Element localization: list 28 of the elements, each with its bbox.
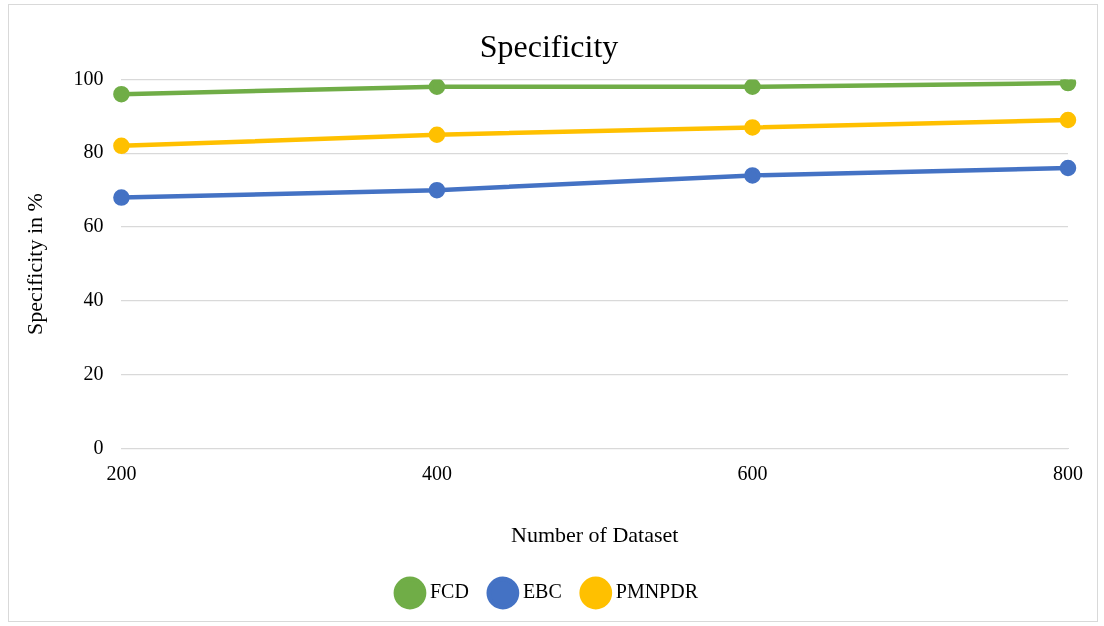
x-tick-label: 400 [421,461,452,484]
point [428,181,446,199]
point [1059,159,1077,177]
point [113,189,130,206]
x-tick-label: 600 [737,461,768,484]
x-tick-label: 800 [1053,461,1083,484]
point [428,79,446,96]
point [744,119,761,136]
y-tick-label: 40 [83,288,104,311]
y-tick-label: 80 [83,140,104,163]
point [1059,79,1077,92]
point [428,126,446,144]
point [744,167,761,184]
y-tick-label: 20 [83,362,104,385]
point [1059,111,1077,129]
y-tick-label: 100 [73,66,104,89]
x-tick-label: 200 [106,461,137,484]
x-axis-title: Number of Dataset [511,521,679,547]
chart-title: Specificity [479,27,619,64]
legend-label: EBC [522,580,562,603]
point [113,85,130,103]
y-tick-label: 60 [83,214,104,237]
y-axis-title: Specificity in % [21,193,47,335]
point [113,137,130,155]
y-tick-label: 0 [93,435,104,458]
point [744,79,761,96]
legend-label: FCD [429,580,469,603]
legend-label: PMNPDR [615,580,699,603]
